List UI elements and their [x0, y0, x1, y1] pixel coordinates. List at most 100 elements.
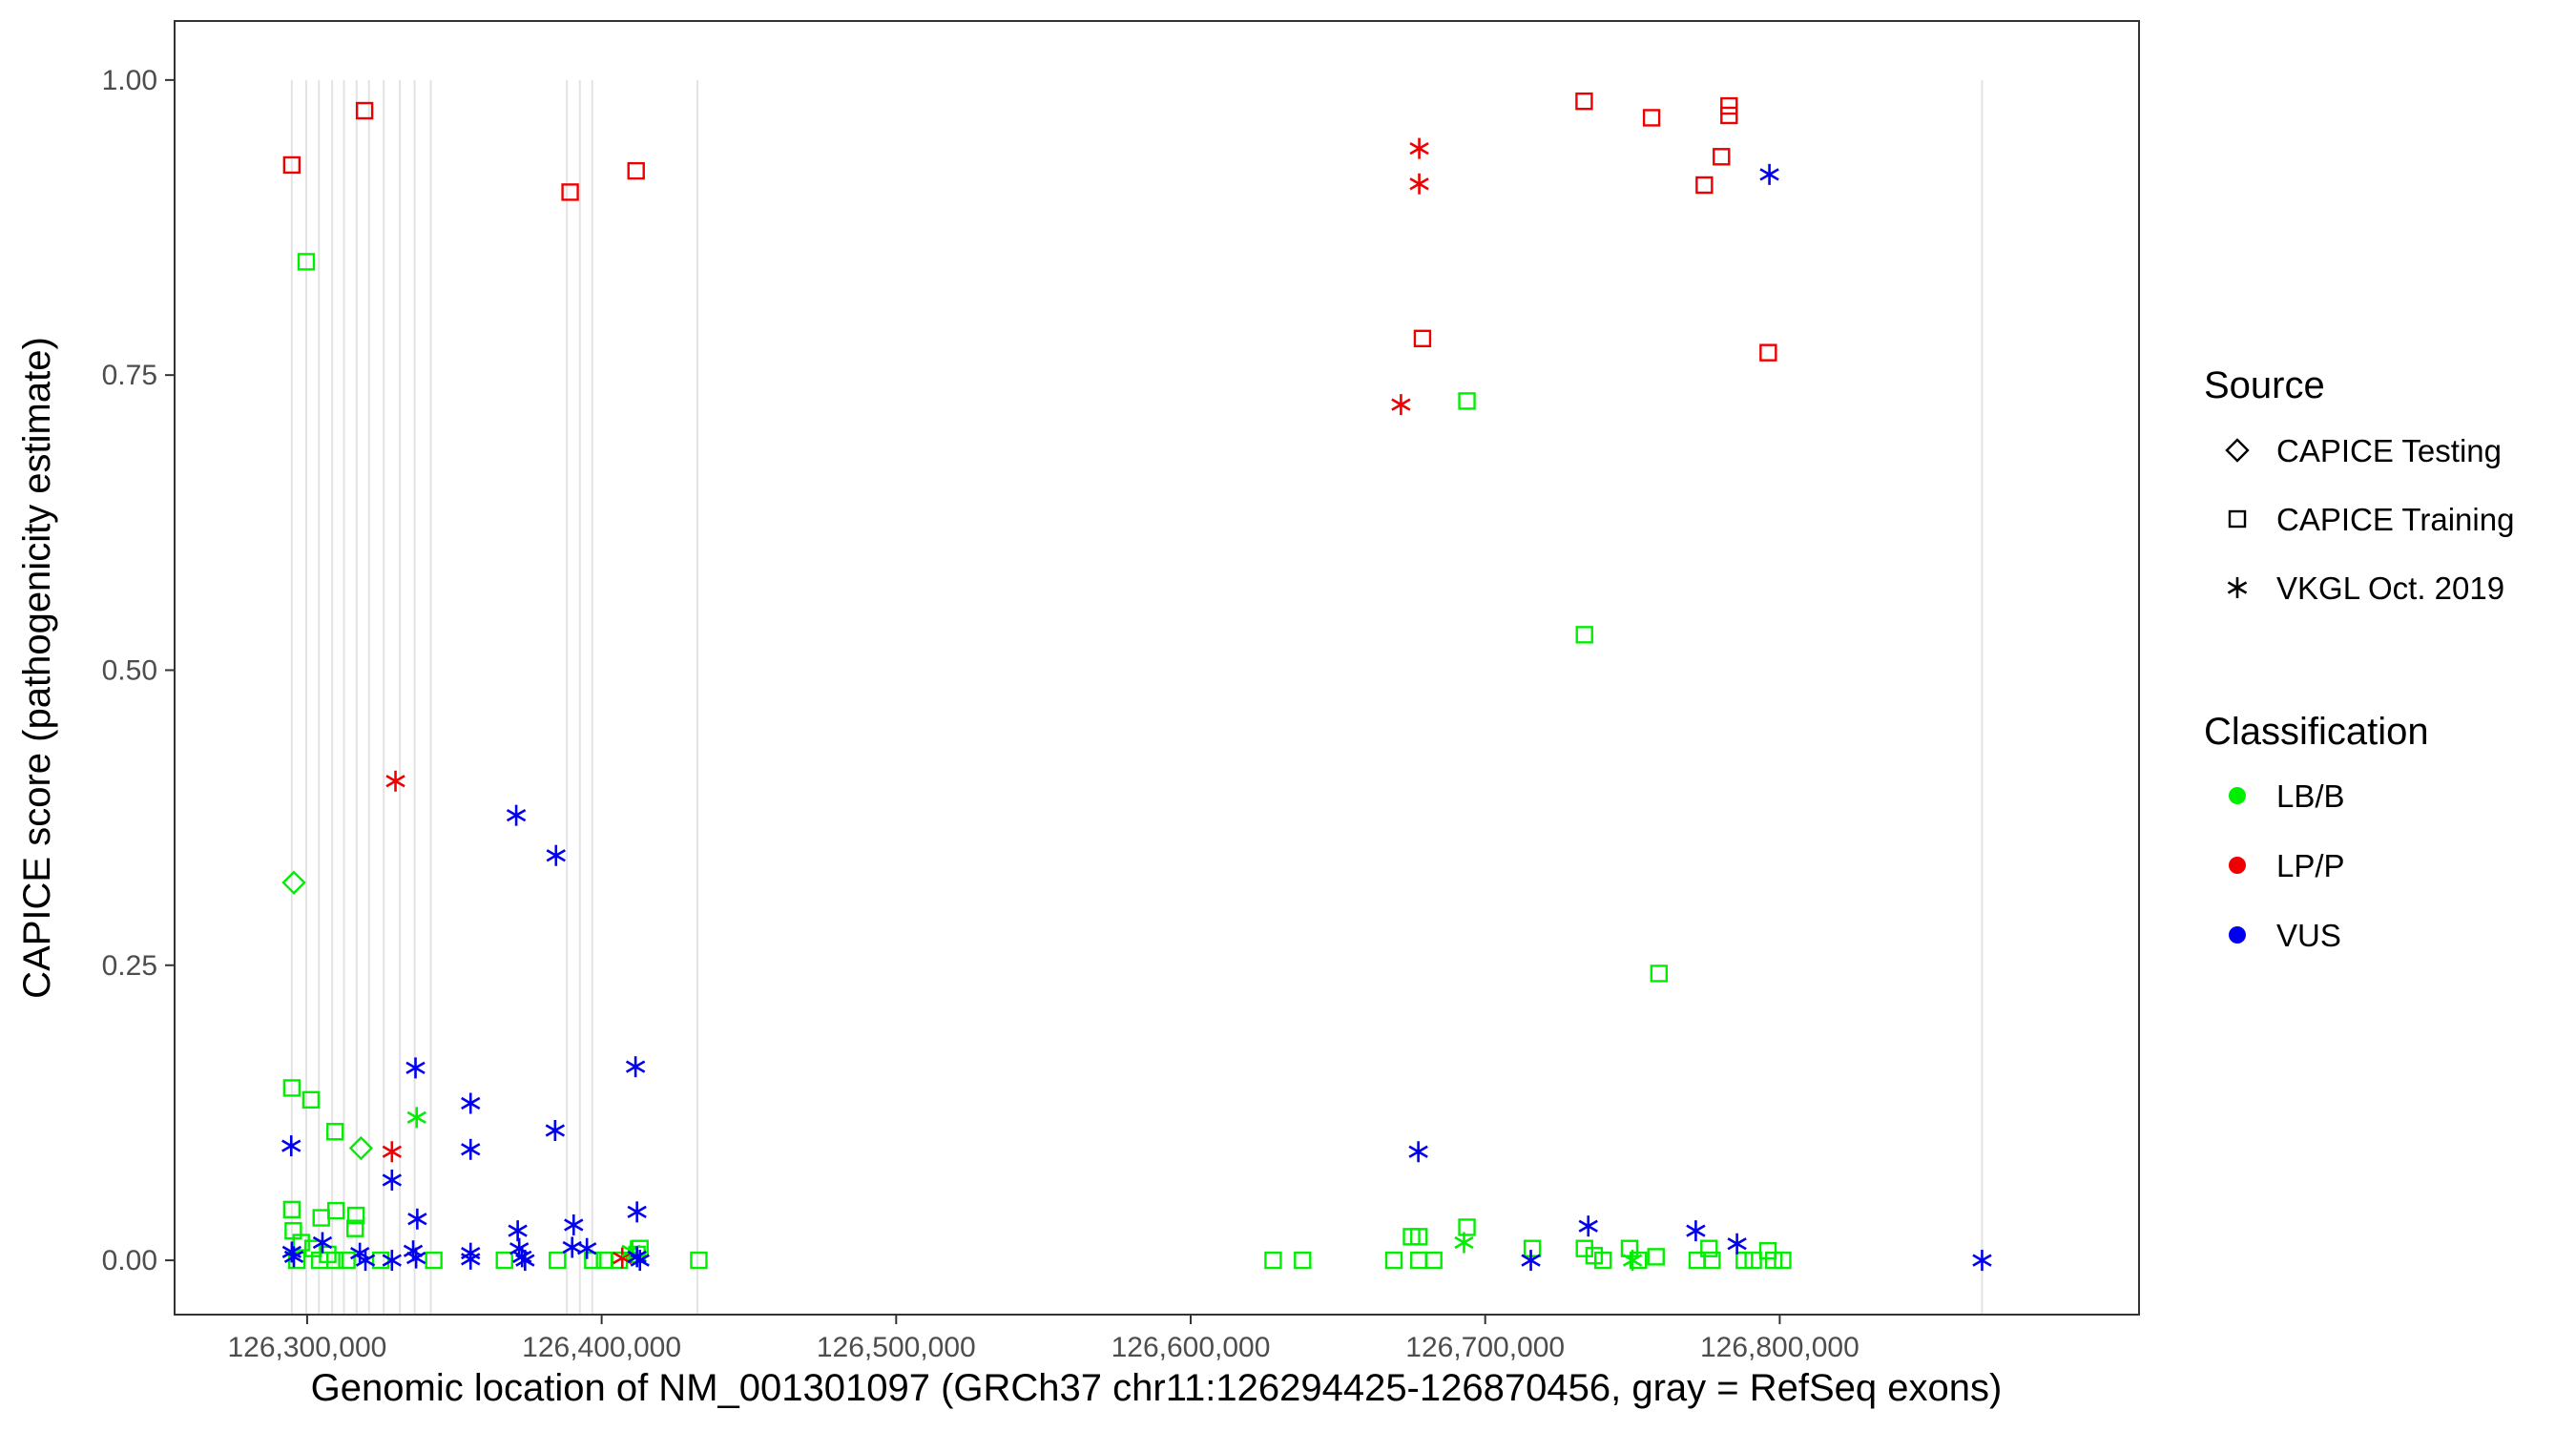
data-point	[549, 1251, 567, 1270]
data-point	[630, 1250, 650, 1272]
legend-class-label: VUS	[2276, 918, 2341, 953]
data-point	[1622, 1250, 1643, 1272]
data-point	[1703, 1251, 1721, 1270]
data-point	[326, 1251, 344, 1270]
data-point	[355, 1250, 376, 1272]
data-point	[1264, 1251, 1282, 1270]
data-point	[1972, 1250, 1992, 1272]
data-point	[1765, 1251, 1783, 1270]
data-point	[281, 1135, 301, 1157]
data-point	[1523, 1239, 1542, 1257]
data-point	[382, 1141, 402, 1163]
legend: Source CAPICE Testing CAPICE Training VKGL…	[2204, 364, 2514, 953]
data-point	[1391, 394, 1411, 416]
data-point	[1424, 1251, 1443, 1270]
data-point	[403, 1240, 424, 1262]
data-point	[1720, 96, 1738, 115]
data-point	[1409, 173, 1429, 195]
legend-key-dot	[2229, 857, 2246, 874]
data-point	[1759, 343, 1777, 362]
data-point	[627, 1246, 647, 1268]
data-point	[282, 1079, 301, 1097]
data-point	[515, 1250, 535, 1272]
data-point	[1454, 1232, 1474, 1254]
data-point	[625, 1056, 646, 1078]
legend-class-label: LP/P	[2276, 848, 2345, 883]
y-tick-label: 0.50	[102, 654, 157, 686]
data-point	[461, 1248, 481, 1270]
data-point	[355, 101, 374, 120]
data-point	[546, 844, 566, 866]
data-point	[1744, 1251, 1762, 1270]
data-point	[283, 1246, 304, 1268]
legend-key-asterisk	[2227, 577, 2248, 598]
data-point	[326, 1123, 344, 1141]
data-point	[461, 1092, 481, 1114]
data-point	[1713, 148, 1731, 166]
data-point	[346, 1219, 364, 1237]
data-point	[1384, 1251, 1403, 1270]
legend-source-label: VKGL Oct. 2019	[2276, 570, 2504, 606]
legend-source-title: Source	[2204, 364, 2325, 406]
data-point	[627, 161, 645, 180]
data-point	[506, 804, 527, 826]
y-tick-label: 1.00	[102, 65, 157, 96]
legend-key-dot	[2229, 926, 2246, 944]
data-point	[1686, 1220, 1706, 1242]
data-point	[1578, 1215, 1598, 1237]
data-point	[338, 1251, 356, 1270]
data-point	[407, 1208, 427, 1230]
legend-class-label: LB/B	[2276, 778, 2345, 814]
x-axis-title: Genomic location of NM_001301097 (GRCh37…	[311, 1367, 2003, 1409]
data-point	[1575, 92, 1593, 111]
data-point	[297, 253, 316, 271]
data-point	[405, 1247, 426, 1269]
data-point	[1700, 1239, 1718, 1257]
data-point	[1720, 106, 1738, 125]
y-tick-label: 0.25	[102, 950, 157, 982]
exon-lines	[290, 79, 1984, 1315]
data-point	[1521, 1250, 1541, 1272]
data-point	[1647, 1248, 1665, 1266]
legend-key-dot	[2229, 787, 2246, 804]
x-tick-label: 126,700,000	[1405, 1332, 1565, 1363]
data-point	[690, 1251, 708, 1270]
legend-source-label: CAPICE Training	[2276, 502, 2514, 537]
data-point	[406, 1107, 426, 1129]
data-point	[326, 1201, 345, 1220]
data-point	[1408, 1141, 1428, 1163]
data-point	[282, 156, 301, 175]
data-point	[1585, 1246, 1604, 1265]
legend-classification-title: Classification	[2204, 711, 2429, 753]
data-point	[405, 1057, 426, 1079]
data-point	[627, 1201, 647, 1223]
y-tick-label: 0.00	[102, 1245, 157, 1276]
data-point	[508, 1220, 528, 1242]
legend-source-items: CAPICE Testing CAPICE Training VKGL Oct. 2…	[2225, 433, 2514, 606]
data-point	[1774, 1251, 1792, 1270]
data-point	[312, 1232, 333, 1254]
data-point	[1650, 964, 1669, 983]
data-point	[1593, 1251, 1612, 1270]
data-point	[1695, 176, 1714, 195]
data-point	[1727, 1233, 1747, 1255]
data-point	[545, 1119, 566, 1141]
x-axis: 126,300,000 126,400,000 126,500,000 126,600…	[227, 1315, 1859, 1363]
data-point	[1413, 329, 1432, 348]
data-point	[1294, 1251, 1312, 1270]
data-point	[385, 770, 405, 792]
data-point	[1409, 137, 1429, 159]
x-tick-label: 126,300,000	[227, 1332, 386, 1363]
y-tick-label: 0.75	[102, 360, 157, 391]
data-point	[1620, 1239, 1639, 1257]
data-point	[1410, 1228, 1428, 1246]
data-point	[1575, 626, 1593, 644]
legend-key-square	[2228, 509, 2247, 529]
data-points	[281, 92, 1992, 1272]
data-point	[1458, 392, 1476, 410]
data-point	[301, 1090, 321, 1110]
legend-key-diamond	[2225, 438, 2250, 463]
data-point	[1458, 1218, 1476, 1236]
